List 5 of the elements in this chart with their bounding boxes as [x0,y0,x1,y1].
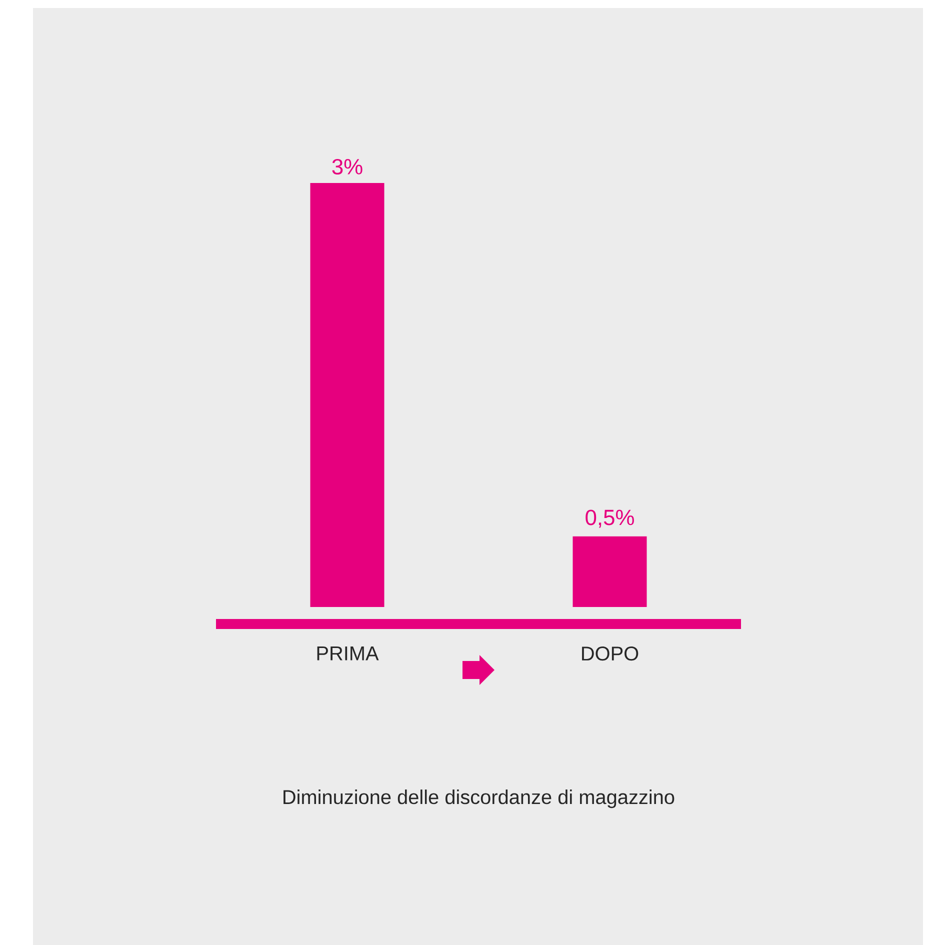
text: Diminuzione delle discordanze di magazzino [284,790,674,808]
data-label: 3% [332,158,362,174]
data-label: 0,5% [586,510,634,528]
x-tick-label: PRIMA [317,646,379,660]
x-tick-label: DOPO [582,646,638,661]
